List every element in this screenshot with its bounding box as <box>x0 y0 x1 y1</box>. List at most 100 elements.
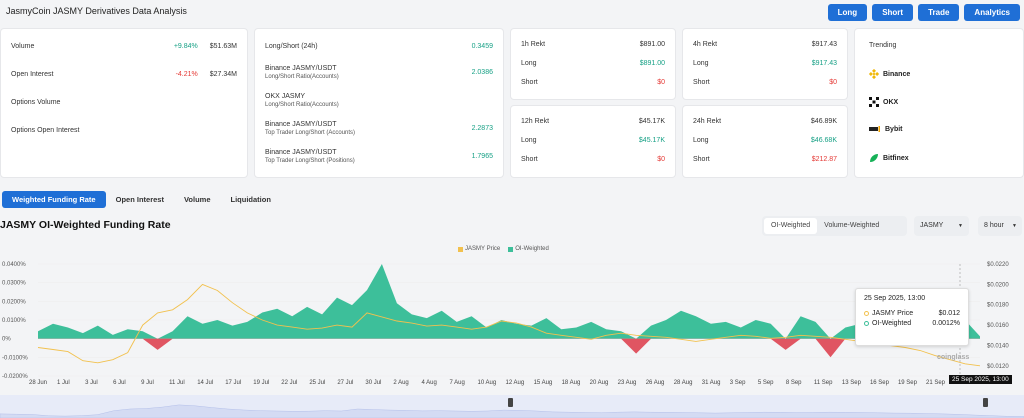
y-left-tick-label: 0.0200% <box>2 299 26 305</box>
ls-binance-accounts-value: 2.0386 <box>471 69 493 76</box>
rekt-24h-long-row: Long $46.68K <box>693 137 837 144</box>
x-tick-label: 13 Sep <box>842 380 862 386</box>
funding-negative-area <box>38 338 980 358</box>
long-button[interactable]: Long <box>827 4 868 21</box>
y-left-tick-label: -0.0100% <box>2 355 28 361</box>
rekt-4h-card: 4h Rekt $917.43 Long $917.43 Short $0 <box>682 28 848 100</box>
rekt-4h-long: $917.43 <box>811 60 837 67</box>
rekt-1h-short: $0 <box>657 79 665 86</box>
rekt-1h-title: 1h Rekt <box>521 41 546 48</box>
ls-binance-accounts-row: Binance JASMY/USDT Long/Short Ratio(Accou… <box>265 65 493 80</box>
tab-liquidation[interactable]: Liquidation <box>230 195 271 204</box>
legend-oi[interactable]: OI-Weighted <box>508 246 549 252</box>
open-interest-label: Open Interest <box>11 71 54 78</box>
coinglass-watermark: coinglass <box>937 354 970 361</box>
weighting-toggle: OI-Weighted Volume-Weighted <box>762 216 907 236</box>
x-tick-label: 12 Aug <box>506 380 525 386</box>
tooltip-row-oi: OI-Weighted 0.0012% <box>864 320 960 327</box>
x-tick-label: 6 Jul <box>113 380 126 386</box>
ls-binance-top-positions-sub: Top Trader Long/Short (Positions) <box>265 158 355 164</box>
x-tick-label: 4 Aug <box>421 380 436 386</box>
x-tick-label: 22 Jul <box>281 380 297 386</box>
y-right-tick-label: $0.0140 <box>987 343 1009 349</box>
x-tick-label: 25 Jul <box>309 380 325 386</box>
x-tick-label: 17 Jul <box>225 380 241 386</box>
rekt-1h-card: 1h Rekt $891.00 Long $891.00 Short $0 <box>510 28 676 100</box>
rekt-24h-short-row: Short $212.87 <box>693 156 837 163</box>
trending-bybit-label: Bybit <box>885 125 903 133</box>
oi-weighted-segment[interactable]: OI-Weighted <box>764 218 818 234</box>
ls-okx-label: OKX JASMY <box>265 93 306 100</box>
trending-item-bitfinex[interactable]: Bitfinex <box>869 153 909 163</box>
analytics-button[interactable]: Analytics <box>964 4 1020 21</box>
open-interest-value: $27.34M <box>209 71 237 78</box>
x-tick-label: 31 Aug <box>702 380 721 386</box>
trending-bitfinex-label: Bitfinex <box>883 154 909 162</box>
rekt-4h-short-row: Short $0 <box>693 79 837 86</box>
x-tick-label: 28 Jun <box>29 380 47 386</box>
tooltip-title: 25 Sep 2025, 13:00 <box>864 295 926 302</box>
x-tick-label: 1 Jul <box>57 380 70 386</box>
rekt-12h-long: $45.17K <box>638 137 665 144</box>
volume-weighted-segment[interactable]: Volume-Weighted <box>824 222 880 229</box>
y-right-tick-label: $0.0200 <box>987 282 1009 288</box>
trending-card: Trending Binance OKX Bybit Bitfinex <box>854 28 1024 178</box>
legend-oi-swatch <box>508 246 514 252</box>
x-tick-label: 19 Jul <box>253 380 269 386</box>
y-left-tick-label: 0.0300% <box>2 281 26 287</box>
ls-binance-top-accounts-label: Binance JASMY/USDT <box>265 121 337 128</box>
trade-button[interactable]: Trade <box>918 4 960 21</box>
x-tick-label: 27 Jul <box>337 380 353 386</box>
options-oi-label: Options Open Interest <box>11 127 80 134</box>
options-volume-label: Options Volume <box>11 99 61 106</box>
x-tick-label: 20 Aug <box>590 380 609 386</box>
rekt-4h-title: 4h Rekt <box>693 41 718 48</box>
navigator-series <box>0 404 1024 418</box>
interval-select[interactable]: 8 hour ▼ <box>978 216 1022 236</box>
overview-card: Volume +9.84% $51.63M Open Interest -4.2… <box>0 28 248 178</box>
crosshair-time-label: 25 Sep 2025, 13:00 <box>949 375 1012 384</box>
x-tick-label: 18 Aug <box>562 380 581 386</box>
rekt-24h-short: $212.87 <box>811 156 837 163</box>
trending-item-bybit[interactable]: Bybit <box>869 125 903 133</box>
tab-volume[interactable]: Volume <box>183 195 211 204</box>
x-tick-label: 10 Aug <box>478 380 497 386</box>
rekt-24h-total-row: 24h Rekt $46.89K <box>693 118 837 125</box>
tab-weighted-funding-rate[interactable]: Weighted Funding Rate <box>2 191 106 208</box>
chart-tooltip: 25 Sep 2025, 13:00 JASMY Price $0.012 OI… <box>855 288 969 346</box>
rekt-12h-total: $45.17K <box>638 118 665 125</box>
page-title: JasmyCoin JASMY Derivatives Data Analysi… <box>6 6 187 16</box>
ls-binance-top-accounts-value: 2.2873 <box>471 125 493 132</box>
rekt-4h-long-label: Long <box>693 60 709 67</box>
top-button-group: Long Short Trade Analytics <box>827 4 1020 21</box>
x-tick-label: 5 Sep <box>758 380 774 386</box>
x-tick-label: 28 Aug <box>674 380 693 386</box>
binance-icon <box>869 69 879 79</box>
funding-positive-area <box>38 264 980 339</box>
x-tick-label: 8 Sep <box>786 380 802 386</box>
x-tick-label: 3 Sep <box>730 380 746 386</box>
tab-open-interest[interactable]: Open Interest <box>115 195 164 204</box>
short-button[interactable]: Short <box>872 4 914 21</box>
ls-binance-top-accounts-row: Binance JASMY/USDT Top Trader Long/Short … <box>265 121 493 136</box>
trending-item-okx[interactable]: OKX <box>869 97 898 107</box>
ls-okx-sub: Long/Short Ratio(Accounts) <box>265 102 339 108</box>
y-left-tick-label: -0.0200% <box>2 374 28 380</box>
ls-24h-row: Long/Short (24h) 0.3459 <box>265 43 493 50</box>
rekt-12h-short: $0 <box>657 156 665 163</box>
tooltip-row-price: JASMY Price $0.012 <box>864 310 960 317</box>
x-tick-label: 7 Aug <box>449 380 464 386</box>
legend-price[interactable]: JASMY Price <box>458 246 500 252</box>
ls-binance-accounts-label: Binance JASMY/USDT <box>265 65 337 72</box>
options-oi-row: Options Open Interest <box>11 127 237 134</box>
x-tick-label: 2 Aug <box>393 380 408 386</box>
symbol-select[interactable]: JASMY ▼ <box>914 216 969 236</box>
x-tick-label: 26 Aug <box>646 380 665 386</box>
trending-item-binance[interactable]: Binance <box>869 69 910 79</box>
ls-okx-row: OKX JASMY Long/Short Ratio(Accounts) <box>265 93 493 108</box>
rekt-1h-total: $891.00 <box>639 41 665 48</box>
x-tick-label: 16 Sep <box>870 380 890 386</box>
volume-change: +9.84% <box>173 43 198 50</box>
trending-okx-label: OKX <box>883 98 899 106</box>
